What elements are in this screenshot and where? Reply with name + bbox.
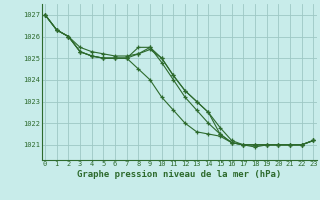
X-axis label: Graphe pression niveau de la mer (hPa): Graphe pression niveau de la mer (hPa) [77, 170, 281, 179]
